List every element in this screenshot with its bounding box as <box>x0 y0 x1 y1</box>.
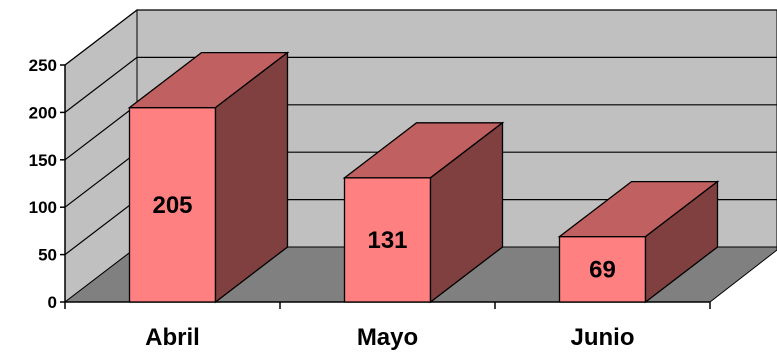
bar <box>342 121 505 304</box>
data-label: 131 <box>367 227 407 254</box>
gridline-side <box>64 104 138 161</box>
bar <box>557 180 720 304</box>
bar <box>127 51 290 304</box>
y-tick-label: 200 <box>29 103 57 122</box>
x-tick-label: Junio <box>571 324 635 351</box>
y-tick-label: 250 <box>29 56 57 75</box>
y-tick-label: 150 <box>29 151 57 170</box>
gridline-side <box>64 56 138 113</box>
bar-front <box>558 235 647 303</box>
y-tick-label: 0 <box>48 293 57 312</box>
x-tick-label: Abril <box>145 324 200 351</box>
gridline-side <box>64 9 138 66</box>
y-tick-label: 100 <box>29 198 57 217</box>
gridline-side <box>64 151 138 208</box>
bar-side <box>214 51 289 304</box>
bar-front <box>128 107 217 303</box>
labels: 205 Abril 131 Mayo 69 Junio <box>145 192 634 351</box>
data-label: 205 <box>152 192 192 219</box>
y-axis: 0 50 100 150 200 250 <box>29 56 711 312</box>
bar-side <box>429 121 504 304</box>
gridline-side <box>64 199 138 256</box>
x-tick-label: Mayo <box>357 324 418 351</box>
y-tick-label: 50 <box>38 246 57 265</box>
bars <box>127 51 720 304</box>
bar-side <box>644 180 719 304</box>
data-label: 69 <box>589 256 616 283</box>
